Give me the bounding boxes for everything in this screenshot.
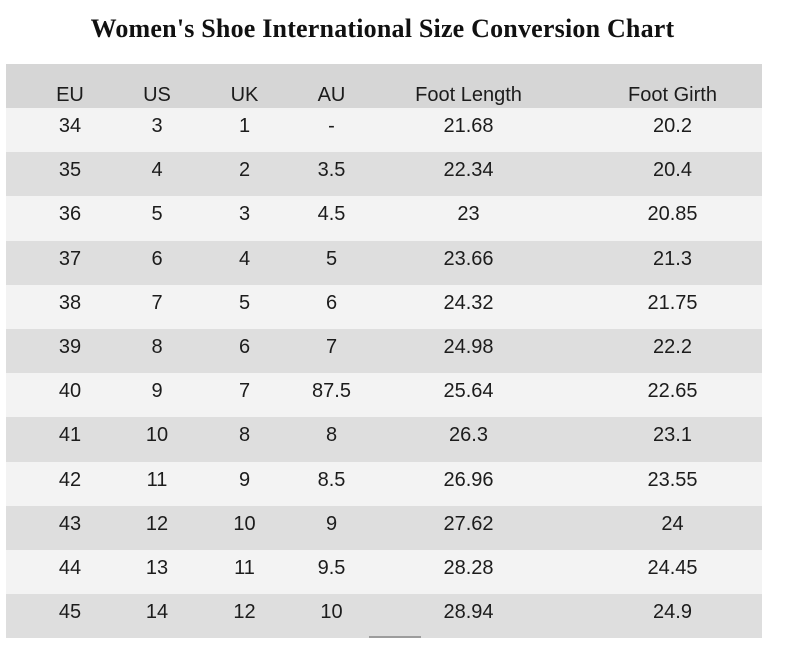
table-cell-foot-length: 26.3	[449, 424, 488, 447]
table-cell-foot-girth: 21.3	[653, 247, 692, 270]
table-cell-eu: 39	[58, 336, 82, 359]
table-cell-foot-length: 27.62	[443, 512, 494, 535]
table-cell-foot-girth: 22.65	[647, 380, 698, 403]
table-cell-uk: 10	[233, 512, 256, 535]
table-cell-au: 87.5	[312, 380, 351, 403]
table-cell-foot-girth: 21.75	[647, 291, 698, 314]
page-title: Women's Shoe International Size Conversi…	[90, 14, 675, 43]
table-body: 34 3 1-21.68 20.2 35 4 2 3.5 22.34 20.4 36 5 3 4.5 23 2…	[6, 108, 762, 639]
table-cell-us: 9	[151, 380, 163, 403]
table-cell-foot-length: 22.34	[443, 159, 494, 182]
table-cell-au: 10	[320, 601, 343, 624]
table-cell-au: 3.5	[317, 159, 346, 182]
table-cell-eu: 43	[58, 512, 82, 535]
table-row: 41 10 8 8 26.3 23.1	[6, 417, 762, 462]
table-cell-eu: 34	[58, 115, 82, 138]
table-row: 42 11 9 8.5 26.96 23.55	[6, 461, 762, 506]
table-cell-eu: 42	[58, 468, 82, 491]
table-cell-eu: 36	[58, 203, 82, 226]
table-cell-au: -	[328, 115, 335, 138]
table-cell-eu: 44	[58, 556, 82, 579]
table-cell-au: 6	[325, 291, 338, 314]
table-header-row: EU US UK AU Foot Length Foot Girth	[6, 64, 762, 108]
table-row: 36 5 3 4.5 23 20.85	[6, 196, 762, 241]
table-row: 34 3 1 - 21.68 20.2	[6, 108, 762, 153]
table-row: 37 6 4 5 23.66 21.3	[6, 240, 762, 285]
table-cell-us: 8	[151, 336, 163, 359]
table-row: 44 13 11 9.5 28.28 24.45	[6, 549, 762, 595]
table-row: 45 14 12 10 28.94 24.9	[6, 594, 762, 639]
table-cell-us: 4	[151, 159, 163, 182]
table-cell-us: 6	[151, 247, 163, 270]
table-cell-foot-length: 24.32	[443, 291, 494, 314]
table-cell-eu: 38	[58, 291, 82, 314]
table-row: 35 4 2 3.5 22.34 20.4	[6, 152, 762, 197]
table-cell-foot-length: 24.98	[443, 336, 494, 359]
table-cell-eu: 37	[58, 247, 82, 270]
table-cell-uk: 1	[238, 115, 251, 138]
table-cell-us: 11	[146, 468, 168, 491]
table-cell-foot-length: 28.28	[443, 556, 494, 579]
table-row: 40 9 7 87.5 25.64 22.65	[6, 373, 762, 418]
table-cell-foot-girth: 24.45	[647, 556, 698, 579]
column-header-foot-girth: Foot Girth	[628, 84, 717, 106]
table-cell-foot-girth: 20.2	[653, 115, 692, 138]
size-conversion-table: EU US UK AU Foot Length Foot Girth 34 3 1-21.68…	[6, 64, 762, 639]
table-cell-foot-length: 28.94	[443, 601, 494, 624]
table-cell-uk: 11	[234, 556, 255, 579]
column-header-eu: EU	[56, 84, 84, 106]
table-cell-us: 13	[145, 556, 169, 579]
table-cell-au: 8.5	[317, 468, 346, 491]
table-cell-au: 7	[325, 336, 338, 359]
table-cell-au: 4.5	[317, 203, 346, 226]
table-cell-us: 14	[145, 601, 169, 624]
column-header-foot-length: Foot Length	[415, 84, 522, 106]
table-cell-eu: 41	[58, 424, 82, 447]
table-row: 38 7 5 6 24.32 21.75	[6, 284, 762, 329]
table-cell-foot-length: 23	[457, 203, 480, 226]
table-cell-au: 5	[325, 247, 338, 270]
table-cell-uk: 5	[238, 291, 251, 314]
table-cell-foot-girth: 20.4	[653, 159, 692, 182]
table-cell-foot-girth: 24.9	[653, 601, 692, 624]
table-cell-uk: 4	[238, 247, 251, 270]
table-cell-eu: 40	[58, 380, 82, 403]
table-cell-foot-girth: 20.85	[647, 203, 698, 226]
table-cell-uk: 2	[238, 159, 251, 182]
table-cell-us: 10	[145, 424, 169, 447]
column-header-us: US	[143, 84, 171, 106]
table-cell-eu: 35	[58, 159, 82, 182]
table-cell-uk: 6	[238, 336, 251, 359]
table-cell-foot-girth: 23.55	[647, 468, 698, 491]
table-cell-foot-length: 25.64	[443, 380, 494, 403]
table-cell-au: 9	[325, 512, 338, 535]
table-cell-foot-length: 26.96	[443, 468, 494, 491]
table-cell-uk: 8	[238, 424, 251, 447]
table-cell-au: 8	[325, 424, 338, 447]
table-row: 43 12 10 9 27.62 24	[6, 505, 762, 550]
table-row: 39 8 6 7 24.98 22.2	[6, 328, 762, 374]
table-cell-uk: 3	[238, 203, 251, 226]
footer-divider	[369, 636, 421, 638]
table-cell-us: 7	[151, 291, 163, 314]
table-cell-us: 12	[145, 512, 169, 535]
table-cell-uk: 12	[233, 601, 256, 624]
table-cell-foot-length: 21.68	[443, 115, 494, 138]
table-cell-uk: 7	[238, 380, 251, 403]
table-cell-foot-girth: 23.1	[653, 424, 692, 447]
column-header-au: AU	[317, 84, 346, 106]
table-cell-foot-length: 23.66	[443, 247, 494, 270]
table-cell-au: 9.5	[317, 556, 346, 579]
table-cell-foot-girth: 24	[661, 512, 684, 535]
table-cell-uk: 9	[238, 468, 251, 491]
table-cell-us: 5	[151, 203, 163, 226]
column-header-uk: UK	[230, 84, 259, 106]
table-cell-us: 3	[151, 115, 163, 138]
table-cell-foot-girth: 22.2	[653, 336, 692, 359]
table-cell-eu: 45	[58, 601, 82, 624]
